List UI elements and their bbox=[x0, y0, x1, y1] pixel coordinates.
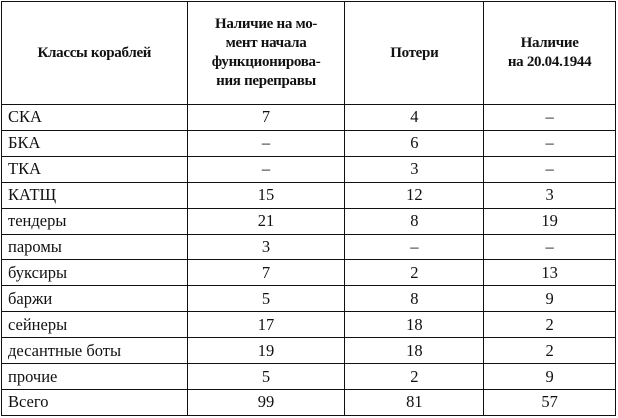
cell-ship-class: десантные боты bbox=[1, 337, 188, 365]
cell-count-on-date: 13 bbox=[483, 259, 616, 287]
cell-initial-count: 5 bbox=[186, 363, 346, 390]
cell-count-on-date: – bbox=[483, 233, 616, 261]
cell-losses: 8 bbox=[344, 285, 485, 313]
cell-ship-class: баржи bbox=[1, 285, 188, 313]
table-row: КАТЩ 15 12 3 bbox=[1, 181, 616, 209]
cell-losses: 6 bbox=[344, 129, 485, 157]
cell-count-on-date: 19 bbox=[483, 207, 616, 235]
cell-initial-count: 3 bbox=[186, 233, 346, 261]
cell-ship-class: Всего bbox=[1, 388, 188, 417]
cell-initial-count: 7 bbox=[186, 104, 346, 131]
cell-losses: 18 bbox=[344, 337, 485, 365]
cell-losses: 2 bbox=[344, 259, 485, 287]
cell-initial-count: 19 bbox=[186, 337, 346, 365]
table-row: тендеры 21 8 19 bbox=[1, 207, 616, 235]
cell-initial-count: – bbox=[186, 155, 346, 183]
table-row: буксиры 7 2 13 bbox=[1, 259, 616, 287]
cell-ship-class: БКА bbox=[1, 129, 188, 157]
cell-initial-count: 99 bbox=[186, 388, 346, 417]
cell-initial-count: 15 bbox=[186, 181, 346, 209]
cell-losses: 81 bbox=[344, 388, 485, 417]
cell-ship-class: буксиры bbox=[1, 259, 188, 287]
table-row: сейнеры 17 18 2 bbox=[1, 311, 616, 339]
table-row: Всего 99 81 57 bbox=[1, 388, 616, 417]
cell-losses: 8 bbox=[344, 207, 485, 235]
cell-count-on-date: 57 bbox=[483, 388, 616, 417]
header-losses: Потери bbox=[344, 1, 485, 105]
table-row: паромы 3– – bbox=[1, 233, 616, 261]
table-row: десантные боты 19 18 2 bbox=[1, 337, 616, 365]
cell-ship-class: прочие bbox=[1, 363, 188, 390]
cell-ship-class: СКА bbox=[1, 104, 188, 131]
cell-ship-class: сейнеры bbox=[1, 311, 188, 339]
cell-count-on-date: – bbox=[483, 155, 616, 183]
header-ship-class: Классы кораблей bbox=[1, 1, 188, 105]
cell-losses: 4 bbox=[344, 104, 485, 131]
cell-initial-count: 7 bbox=[186, 259, 346, 287]
header-initial-count: Наличие на мо- мент начала функционирова… bbox=[186, 1, 346, 105]
cell-count-on-date: 2 bbox=[483, 337, 616, 365]
cell-losses: 18 bbox=[344, 311, 485, 339]
table-row: ТКА –3– bbox=[1, 155, 616, 183]
table-row: БКА –6– bbox=[1, 129, 616, 157]
table-row: прочие 5 2 9 bbox=[1, 363, 616, 390]
cell-initial-count: – bbox=[186, 129, 346, 157]
header-count-on-date: Наличие на 20.04.1944 bbox=[483, 1, 616, 105]
cell-ship-class: паромы bbox=[1, 233, 188, 261]
header-row: Классы кораблей Наличие на мо- мент нача… bbox=[1, 1, 616, 105]
cell-count-on-date: 9 bbox=[483, 285, 616, 313]
cell-ship-class: тендеры bbox=[1, 207, 188, 235]
cell-ship-class: ТКА bbox=[1, 155, 188, 183]
cell-losses: 2 bbox=[344, 363, 485, 390]
cell-count-on-date: – bbox=[483, 129, 616, 157]
cell-ship-class: КАТЩ bbox=[1, 181, 188, 209]
cell-count-on-date: 3 bbox=[483, 181, 616, 209]
table-row: СКА 7 4– bbox=[1, 104, 616, 131]
cell-count-on-date: 2 bbox=[483, 311, 616, 339]
cell-initial-count: 17 bbox=[186, 311, 346, 339]
cell-initial-count: 21 bbox=[186, 207, 346, 235]
cell-initial-count: 5 bbox=[186, 285, 346, 313]
cell-losses: 3 bbox=[344, 155, 485, 183]
cell-losses: – bbox=[344, 233, 485, 261]
cell-count-on-date: – bbox=[483, 104, 616, 131]
cell-losses: 12 bbox=[344, 181, 485, 209]
cell-count-on-date: 9 bbox=[483, 363, 616, 390]
table-row: баржи 5 8 9 bbox=[1, 285, 616, 313]
